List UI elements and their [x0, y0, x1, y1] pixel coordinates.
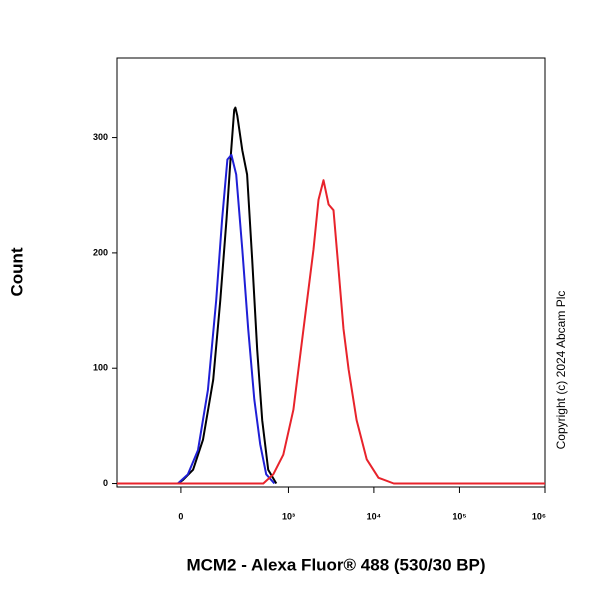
x-tick-label: 10³ — [282, 511, 295, 521]
y-axis-label: Count — [7, 247, 26, 296]
histogram-line — [117, 179, 545, 485]
copyright: Copyright (c) 2024 Abcam Plc — [554, 291, 568, 450]
histogram-line — [177, 153, 276, 485]
y-tick-label: 100 — [93, 363, 108, 373]
histogram-line — [177, 106, 278, 485]
x-axis-label: MCM2 - Alexa Fluor® 488 (530/30 BP) — [186, 555, 485, 574]
y-tick-label: 200 — [93, 247, 108, 257]
x-tick-label: 10⁴ — [367, 511, 381, 521]
y-tick-label: 0 — [103, 478, 108, 488]
y-tick-label: 300 — [93, 132, 108, 142]
x-tick-label: 0 — [178, 511, 183, 521]
x-tick-label: 10⁵ — [452, 511, 466, 521]
plot-frame — [116, 57, 546, 488]
x-tick-label: 10⁶ — [532, 511, 546, 521]
